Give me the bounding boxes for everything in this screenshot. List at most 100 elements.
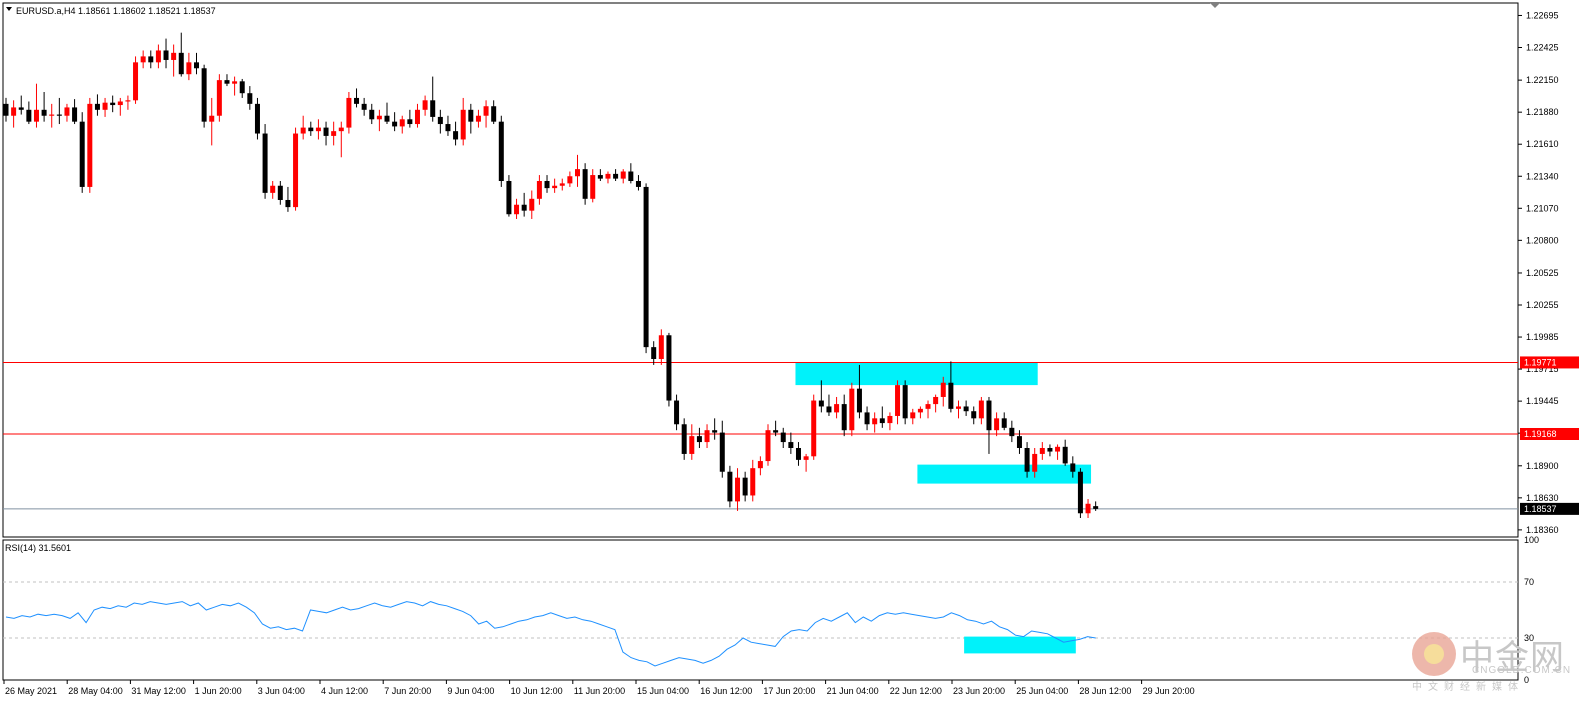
x-tick-label: 23 Jun 20:00 bbox=[953, 686, 1005, 696]
candle-body bbox=[933, 396, 939, 405]
y-tick-label: 1.22150 bbox=[1526, 75, 1559, 85]
rsi-tick-label: 70 bbox=[1524, 577, 1534, 587]
menu-caret-icon[interactable] bbox=[6, 7, 12, 11]
candle-body bbox=[194, 62, 199, 69]
candle-body bbox=[18, 107, 24, 110]
candle-body bbox=[171, 52, 177, 60]
candle-body bbox=[994, 418, 1000, 431]
candle-body bbox=[818, 400, 824, 407]
candle-body bbox=[750, 468, 756, 496]
watermark-url: CNGOLD.COM.CN bbox=[1472, 665, 1572, 676]
candle-body bbox=[940, 382, 946, 397]
x-tick-label: 28 May 04:00 bbox=[68, 686, 123, 696]
candle-body bbox=[87, 103, 93, 187]
candle-body bbox=[56, 114, 62, 116]
candle-body bbox=[651, 347, 657, 359]
candle-body bbox=[1093, 506, 1099, 509]
candle-body bbox=[826, 406, 832, 413]
candle-body bbox=[346, 97, 352, 128]
candle-body bbox=[834, 404, 840, 413]
highlight-zone bbox=[917, 464, 1092, 484]
candle-body bbox=[658, 335, 664, 359]
candle-body bbox=[605, 173, 611, 179]
candle-body bbox=[635, 181, 641, 187]
candle-body bbox=[628, 171, 634, 181]
candle-body bbox=[422, 100, 428, 110]
candle-body bbox=[201, 68, 207, 122]
candle-body bbox=[475, 115, 481, 122]
shift-marker-icon bbox=[1210, 3, 1220, 8]
y-tick-label: 1.21070 bbox=[1526, 203, 1559, 213]
y-tick-label: 1.21340 bbox=[1526, 171, 1559, 181]
y-tick-label: 1.18630 bbox=[1526, 493, 1559, 503]
candle-body bbox=[681, 424, 687, 454]
candle-body bbox=[300, 127, 306, 134]
candle-body bbox=[186, 62, 192, 75]
candle-body bbox=[453, 131, 459, 140]
candle-body bbox=[209, 115, 215, 122]
candle-body bbox=[978, 400, 984, 419]
y-tick-label: 1.20255 bbox=[1526, 300, 1559, 310]
candle-body bbox=[780, 432, 786, 443]
candle-body bbox=[140, 56, 146, 63]
price-level-label: 1.19771 bbox=[1524, 357, 1557, 367]
candle-body bbox=[224, 80, 230, 84]
candle-body bbox=[216, 80, 222, 116]
candle-body bbox=[1047, 448, 1053, 452]
candle-body bbox=[704, 430, 710, 443]
x-tick-label: 10 Jun 12:00 bbox=[511, 686, 563, 696]
candle-body bbox=[414, 109, 420, 125]
x-tick-label: 1 Jun 20:00 bbox=[195, 686, 242, 696]
candle-body bbox=[293, 133, 299, 208]
candle-body bbox=[1062, 446, 1068, 464]
candle-body bbox=[277, 185, 283, 200]
candle-body bbox=[956, 406, 961, 409]
x-tick-label: 22 Jun 12:00 bbox=[890, 686, 942, 696]
x-tick-label: 16 Jun 12:00 bbox=[700, 686, 752, 696]
candle-body bbox=[117, 101, 123, 106]
candle-body bbox=[620, 171, 626, 179]
candle-body bbox=[559, 183, 565, 186]
rsi-label: RSI(14) 31.5601 bbox=[5, 543, 71, 553]
candle-body bbox=[597, 175, 603, 179]
candle-body bbox=[384, 115, 390, 122]
candle-body bbox=[133, 62, 139, 101]
candle-body bbox=[315, 127, 321, 132]
candle-body bbox=[712, 430, 718, 433]
candle-body bbox=[3, 103, 9, 116]
candle-body bbox=[155, 50, 161, 63]
candle-body bbox=[544, 181, 550, 189]
candle-body bbox=[963, 406, 969, 412]
candle-body bbox=[895, 385, 901, 416]
price-pane[interactable]: 1.22695 1.22425 1.22150 1.21880 1.21610 1.213… bbox=[2, 2, 1579, 538]
y-tick-label: 1.19715 bbox=[1526, 364, 1559, 374]
candle-body bbox=[1032, 453, 1038, 472]
candle-body bbox=[887, 415, 893, 424]
rsi-highlight-zone bbox=[964, 636, 1076, 654]
symbol-header: EURUSD.a,H4 1.18561 1.18602 1.18521 1.18… bbox=[16, 6, 216, 16]
candle-body bbox=[856, 388, 862, 413]
cngold-logo-icon bbox=[1412, 632, 1456, 676]
candle-body bbox=[331, 131, 337, 136]
candle-body bbox=[491, 106, 497, 122]
rsi-pane[interactable]: 100 70 30 0 bbox=[2, 535, 1539, 685]
candle-body bbox=[1070, 463, 1076, 472]
candle-body bbox=[262, 133, 268, 193]
price-level-tag bbox=[1520, 502, 1579, 515]
candle-body bbox=[94, 103, 100, 110]
price-level-label: 1.18537 bbox=[1524, 504, 1557, 514]
candle-body bbox=[254, 103, 260, 134]
candle-body bbox=[498, 121, 504, 181]
y-tick-label: 1.20800 bbox=[1526, 235, 1559, 245]
candle-body bbox=[49, 114, 55, 116]
candle-body bbox=[613, 173, 619, 179]
candle-body bbox=[430, 100, 436, 117]
candle-body bbox=[468, 109, 474, 122]
candle-body bbox=[567, 176, 573, 184]
watermark-sub: 中文财经新媒体 bbox=[1412, 682, 1524, 693]
x-tick-label: 17 Jun 20:00 bbox=[763, 686, 815, 696]
x-tick-label: 4 Jun 12:00 bbox=[321, 686, 368, 696]
x-tick-label: 26 May 2021 bbox=[5, 686, 57, 696]
candle-body bbox=[437, 116, 443, 125]
